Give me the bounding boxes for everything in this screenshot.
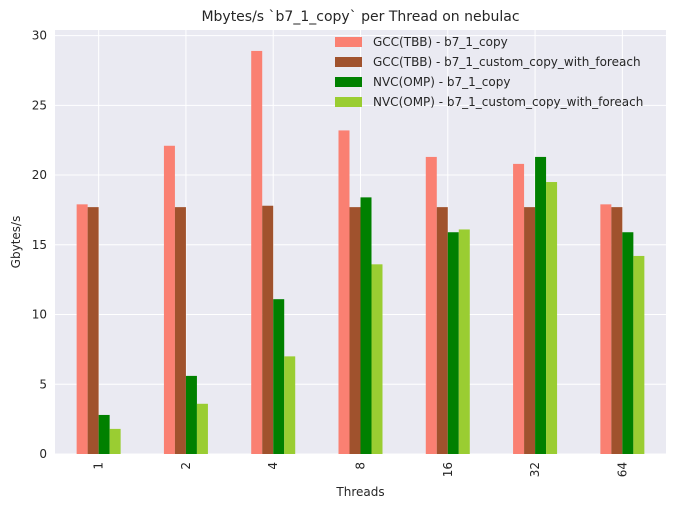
x-tick-label: 64 [615, 462, 629, 477]
legend-swatch [335, 37, 362, 47]
x-tick-label: 16 [441, 462, 455, 477]
y-tick-label: 25 [32, 98, 47, 112]
bar [87, 207, 99, 454]
bar [185, 375, 197, 454]
bar [251, 50, 263, 454]
y-tick-label: 5 [39, 377, 47, 391]
bar [196, 403, 208, 454]
x-axis-title: Threads [335, 485, 384, 499]
bar [76, 204, 88, 454]
y-tick-label: 15 [32, 238, 47, 252]
legend: GCC(TBB) - b7_1_copy GCC(TBB) - b7_1_cust… [335, 35, 643, 109]
x-tick-label: 2 [179, 462, 193, 470]
bar [546, 182, 558, 455]
bar [163, 145, 175, 454]
y-axis-title: Gbytes/s [9, 216, 23, 269]
legend-swatch [335, 77, 362, 87]
bar [622, 232, 634, 454]
bar [109, 428, 121, 454]
x-tick-label: 32 [528, 462, 542, 477]
bar [458, 229, 470, 454]
tick-layer: 0 5 10 15 20 25 30 1 2 4 8 16 32 64 [32, 29, 630, 478]
legend-label: GCC(TBB) - b7_1_custom_copy_with_foreach [373, 55, 641, 69]
bar [262, 205, 274, 454]
bar [436, 207, 448, 454]
x-tick-label: 1 [92, 462, 106, 470]
bar [633, 255, 645, 454]
bar-layer [76, 50, 645, 455]
bar [524, 207, 536, 454]
bar [611, 207, 623, 454]
bar [98, 414, 110, 454]
bar [425, 156, 437, 454]
bar [360, 197, 372, 455]
bar [600, 204, 612, 454]
legend-label: NVC(OMP) - b7_1_copy [373, 75, 510, 89]
bar [535, 156, 547, 454]
bar [371, 264, 383, 454]
bar [284, 356, 296, 454]
bar [447, 232, 459, 454]
legend-swatch [335, 97, 362, 107]
bar [513, 163, 525, 455]
bar [174, 207, 186, 454]
y-tick-label: 20 [32, 168, 47, 182]
y-tick-label: 10 [32, 308, 47, 322]
y-tick-label: 30 [32, 29, 47, 43]
legend-label: GCC(TBB) - b7_1_copy [373, 35, 508, 49]
legend-label: NVC(OMP) - b7_1_custom_copy_with_foreach [373, 95, 643, 109]
y-tick-label: 0 [39, 447, 47, 461]
x-tick-label: 4 [266, 462, 280, 470]
bar [338, 130, 350, 454]
bar [273, 299, 285, 454]
legend-swatch [335, 57, 362, 67]
bar [349, 207, 361, 454]
x-tick-label: 8 [354, 462, 368, 470]
chart-title: Mbytes/s `b7_1_copy` per Thread on nebul… [201, 9, 519, 25]
